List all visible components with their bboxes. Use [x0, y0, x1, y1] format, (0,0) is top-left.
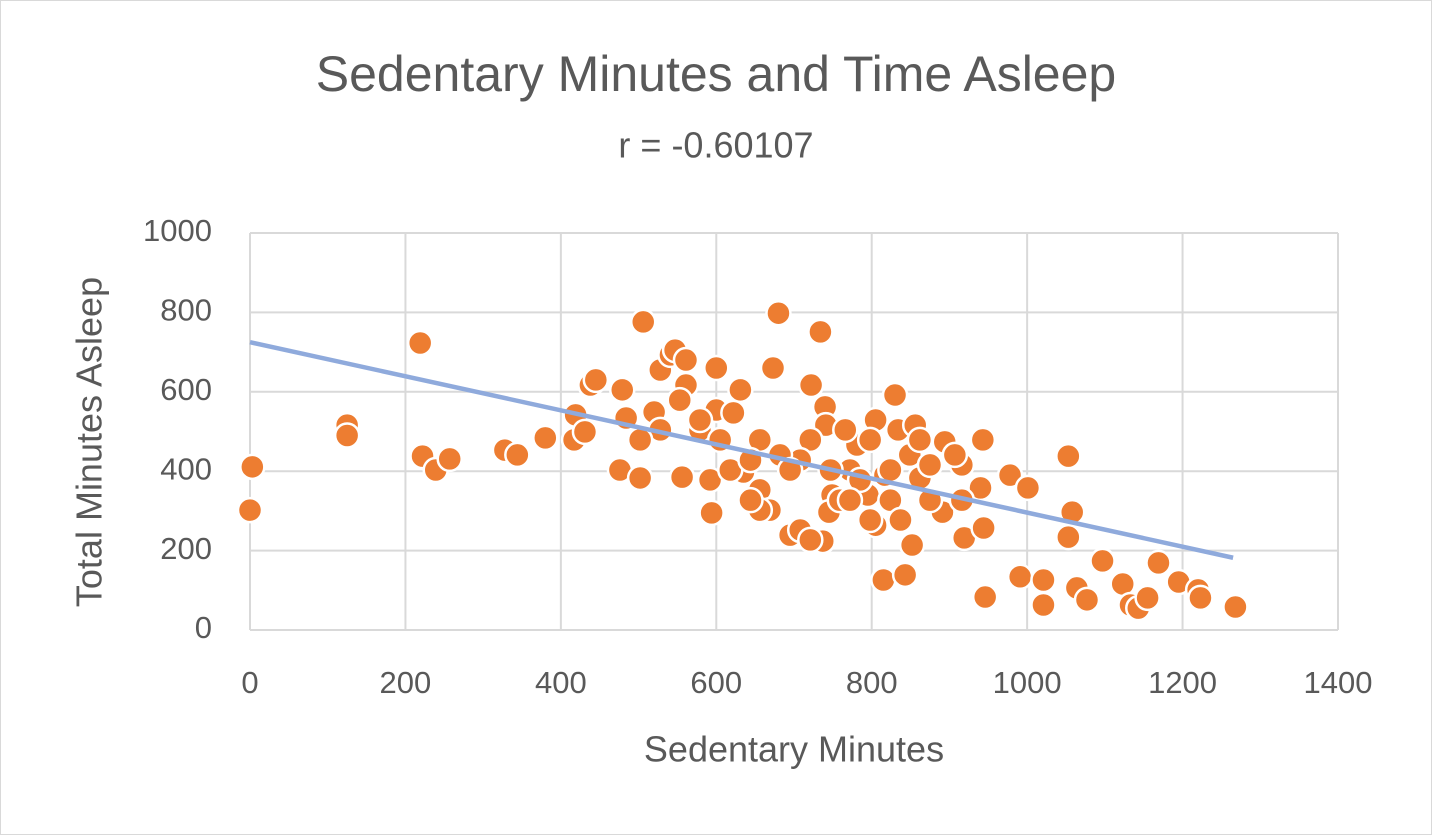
point [1073, 586, 1101, 614]
point [236, 496, 264, 524]
chart-subtitle: r = -0.60107 [618, 125, 813, 166]
point [941, 441, 969, 469]
point [1055, 523, 1082, 551]
x-tick-label: 800 [846, 665, 898, 700]
x-tick-label: 1200 [1148, 665, 1217, 700]
y-tick-label: 600 [160, 372, 212, 407]
point [969, 426, 997, 454]
point [1014, 474, 1042, 502]
point [672, 346, 700, 374]
x-tick-label: 1400 [1304, 665, 1373, 700]
point [720, 399, 747, 427]
point [582, 366, 610, 394]
point [406, 329, 434, 357]
point [856, 506, 884, 534]
point [765, 299, 792, 327]
point [916, 451, 944, 479]
point [1222, 593, 1249, 621]
point [1030, 566, 1057, 594]
point [797, 526, 824, 554]
point [759, 354, 787, 382]
x-tick-label: 0 [241, 665, 258, 700]
point [870, 566, 897, 594]
point [906, 426, 934, 454]
point [626, 464, 654, 492]
y-tick-label: 0 [195, 610, 212, 645]
x-axis-title: Sedentary Minutes [644, 729, 944, 770]
point [703, 354, 730, 382]
x-tick-label: 600 [690, 665, 742, 700]
point [807, 318, 834, 346]
x-tick-label: 1000 [993, 665, 1062, 700]
chart-title: Sedentary Minutes and Time Asleep [316, 46, 1116, 102]
point [737, 486, 764, 514]
point [1006, 563, 1034, 591]
point [571, 418, 599, 446]
point [629, 308, 657, 336]
point [967, 474, 994, 502]
point [836, 486, 864, 514]
point [881, 381, 909, 409]
point [333, 422, 361, 449]
y-tick-label: 400 [160, 451, 212, 486]
point [504, 441, 531, 469]
point [797, 371, 825, 399]
point [698, 499, 725, 527]
point [1187, 584, 1214, 612]
point [1089, 547, 1116, 575]
point [971, 583, 999, 611]
point [1055, 442, 1082, 470]
y-tick-label: 200 [160, 531, 212, 566]
trendline [249, 339, 1234, 560]
point [668, 463, 696, 491]
point [898, 531, 926, 559]
point [996, 461, 1024, 489]
x-tick-label: 200 [380, 665, 432, 700]
x-tick-label: 400 [535, 665, 587, 700]
point [239, 453, 266, 481]
point [666, 386, 694, 414]
point [686, 406, 714, 434]
point [1030, 591, 1057, 619]
point [891, 561, 919, 589]
point [1134, 584, 1161, 612]
point [856, 426, 884, 454]
point [1145, 549, 1172, 577]
point [832, 416, 859, 444]
point [609, 376, 636, 404]
y-axis-title: Total Minutes Asleep [69, 277, 110, 607]
point [532, 424, 559, 452]
point [436, 445, 463, 473]
y-tick-label: 1000 [143, 213, 212, 248]
point [877, 456, 904, 484]
y-tick-label: 800 [160, 293, 212, 328]
point [727, 376, 754, 404]
point [887, 506, 914, 534]
point [970, 514, 997, 542]
